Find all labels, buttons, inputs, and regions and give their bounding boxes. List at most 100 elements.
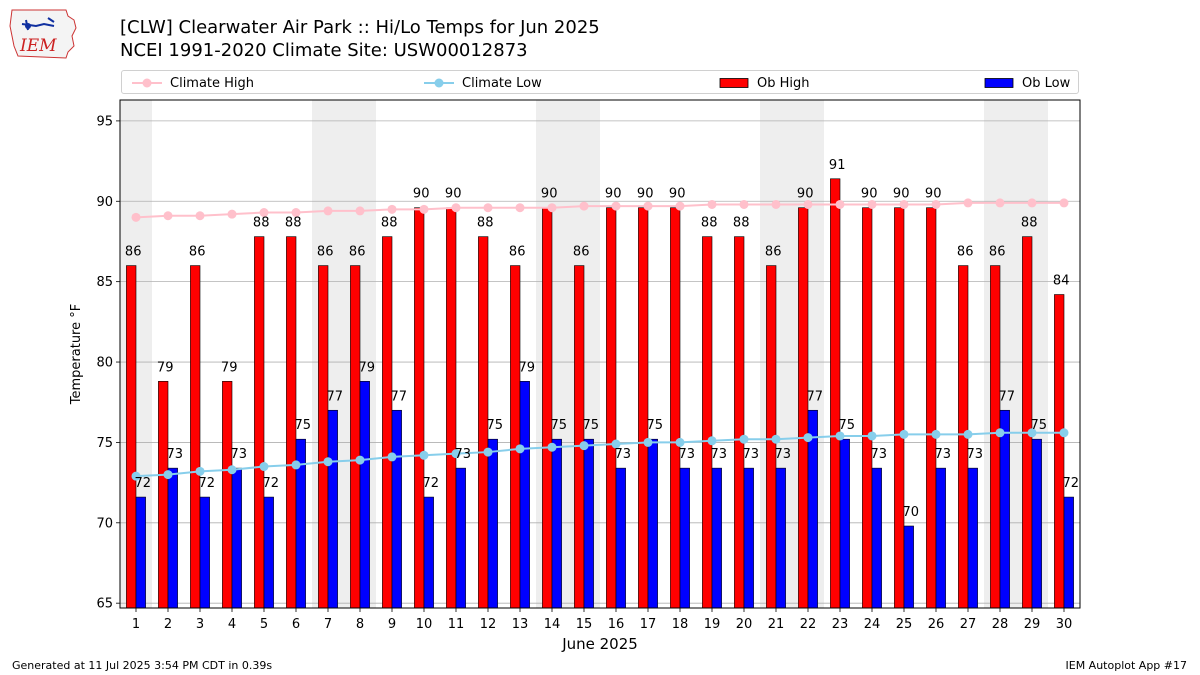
climate-low-point — [227, 465, 237, 475]
climate-low-point — [355, 455, 365, 465]
ob-low-label: 75 — [839, 418, 856, 433]
climate-low-point — [771, 434, 781, 444]
ob-low-bar — [391, 409, 402, 609]
ob-high-bar — [990, 265, 1001, 609]
ob-low-bar — [711, 467, 722, 609]
climate-high-point — [771, 199, 781, 209]
climate-low-point — [707, 436, 717, 446]
ob-high-bar — [670, 207, 681, 609]
ob-high-bar — [1022, 236, 1033, 609]
climate-high-point — [835, 199, 845, 209]
climate-high-point — [739, 199, 749, 209]
climate-high-point — [451, 203, 461, 213]
y-tick-label: 95 — [96, 114, 113, 129]
ob-low-bar — [359, 381, 370, 609]
climate-high-point — [995, 198, 1005, 208]
ob-low-bar — [519, 381, 530, 609]
climate-low-point — [1027, 428, 1037, 438]
ob-low-bar — [551, 438, 562, 609]
ob-high-label: 90 — [925, 187, 942, 202]
x-tick-label: 3 — [196, 617, 204, 632]
x-tick-label: 11 — [448, 617, 465, 632]
climate-high-point — [387, 204, 397, 214]
weekend-shade — [1016, 100, 1048, 608]
legend-label-ob-low: Ob Low — [1022, 75, 1071, 91]
climate-high-point — [1059, 198, 1069, 208]
legend-item-climate-low: Climate Low — [424, 74, 542, 92]
climate-low-point — [579, 441, 589, 451]
ob-low-label: 77 — [999, 389, 1016, 404]
climate-high-line — [135, 201, 1064, 219]
ob-high-bar — [350, 265, 361, 609]
x-tick-label: 20 — [736, 617, 753, 632]
ob-high-bar — [574, 265, 585, 609]
ob-low-label: 77 — [327, 389, 344, 404]
legend-item-climate-high: Climate High — [132, 74, 254, 92]
ob-low-label: 73 — [455, 447, 472, 462]
ob-high-bar — [478, 236, 489, 609]
climate-low-point — [963, 429, 973, 439]
climate-high-point — [963, 198, 973, 208]
ob-high-label: 90 — [605, 187, 622, 202]
ob-low-label: 75 — [487, 418, 504, 433]
ob-high-label: 90 — [861, 187, 878, 202]
legend-marker-ob-high — [719, 78, 749, 88]
x-tick-label: 6 — [292, 617, 300, 632]
ob-low-bar — [263, 496, 274, 609]
climate-high-point — [483, 203, 493, 213]
ob-low-bar — [487, 438, 498, 609]
ob-high-bar — [446, 207, 457, 609]
ob-high-label: 88 — [381, 216, 398, 231]
ob-low-label: 72 — [423, 476, 440, 491]
ob-high-bar — [830, 178, 841, 609]
x-tick-label: 21 — [768, 617, 785, 632]
ob-low-label: 77 — [391, 389, 408, 404]
ob-high-label: 84 — [1053, 274, 1070, 289]
legend-marker-ob-low — [984, 78, 1014, 88]
climate-low-point — [387, 452, 397, 462]
legend: Climate High Climate Low Ob High Ob Low — [121, 70, 1079, 94]
ob-high-bar — [286, 236, 297, 609]
weekend-shade — [344, 100, 376, 608]
ob-high-label: 90 — [637, 187, 654, 202]
climate-high-point — [163, 211, 173, 221]
ob-low-label: 77 — [807, 389, 824, 404]
ob-high-bar — [766, 265, 777, 609]
x-tick-label: 9 — [388, 617, 396, 632]
ob-high-label: 79 — [221, 360, 238, 375]
ob-high-label: 86 — [573, 245, 590, 260]
ob-low-label: 73 — [935, 447, 952, 462]
ob-low-label: 73 — [775, 447, 792, 462]
y-tick-label: 70 — [96, 516, 113, 531]
ob-low-bar — [295, 438, 306, 609]
x-tick-label: 13 — [512, 617, 529, 632]
ob-low-label: 73 — [615, 447, 632, 462]
ob-low-bar — [967, 467, 978, 609]
ob-high-label: 91 — [829, 158, 846, 173]
climate-high-point — [707, 199, 717, 209]
ob-low-label: 73 — [871, 447, 888, 462]
climate-low-point — [835, 431, 845, 441]
climate-low-point — [451, 449, 461, 459]
climate-low-point — [1059, 428, 1069, 438]
ob-low-bar — [199, 496, 210, 609]
climate-low-point — [419, 450, 429, 460]
climate-high-point — [195, 211, 205, 221]
ob-high-bar — [862, 207, 873, 609]
ob-low-label: 72 — [135, 476, 152, 491]
logo-text: IEM — [19, 36, 57, 56]
footer-generated-text: Generated at 11 Jul 2025 3:54 PM CDT in … — [12, 659, 273, 672]
ob-low-label: 73 — [167, 447, 184, 462]
climate-low-point — [163, 470, 173, 480]
x-tick-label: 14 — [544, 617, 561, 632]
ob-low-bar — [615, 467, 626, 609]
ob-high-bar — [1054, 294, 1065, 609]
climate-high-point — [1027, 198, 1037, 208]
ob-high-label: 86 — [125, 245, 142, 260]
climate-high-point — [131, 212, 141, 222]
ob-high-label: 88 — [733, 216, 750, 231]
ob-high-bar — [222, 381, 233, 609]
ob-high-bar — [734, 236, 745, 609]
climate-high-point — [803, 199, 813, 209]
legend-item-ob-low: Ob Low — [984, 74, 1070, 92]
